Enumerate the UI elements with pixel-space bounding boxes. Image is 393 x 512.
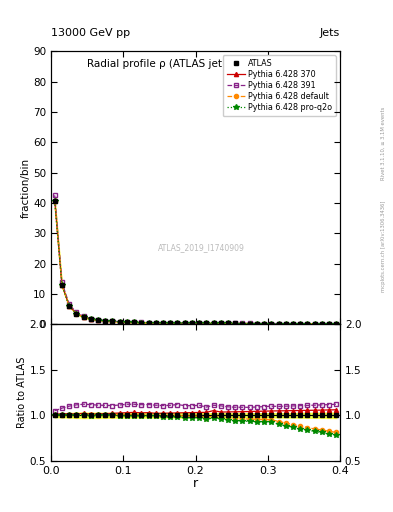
X-axis label: r: r [193, 477, 198, 490]
Y-axis label: Ratio to ATLAS: Ratio to ATLAS [17, 357, 27, 428]
Text: 13000 GeV pp: 13000 GeV pp [51, 28, 130, 38]
Text: ATLAS_2019_I1740909: ATLAS_2019_I1740909 [158, 243, 245, 252]
Y-axis label: fraction/bin: fraction/bin [20, 158, 30, 218]
Text: Rivet 3.1.10, ≥ 3.1M events: Rivet 3.1.10, ≥ 3.1M events [381, 106, 386, 180]
Text: mcplots.cern.ch [arXiv:1306.3436]: mcplots.cern.ch [arXiv:1306.3436] [381, 200, 386, 291]
Text: Radial profile ρ (ATLAS jet fragmentation): Radial profile ρ (ATLAS jet fragmentatio… [87, 59, 304, 70]
Text: Jets: Jets [320, 28, 340, 38]
Legend: ATLAS, Pythia 6.428 370, Pythia 6.428 391, Pythia 6.428 default, Pythia 6.428 pr: ATLAS, Pythia 6.428 370, Pythia 6.428 39… [223, 55, 336, 116]
